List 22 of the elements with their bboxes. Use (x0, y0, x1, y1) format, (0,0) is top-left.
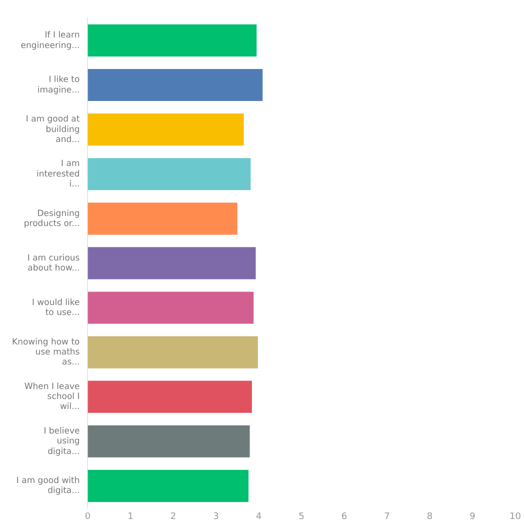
x-tick-label: 3 (213, 512, 219, 522)
y-tick-label: I am good with digita... (16, 476, 80, 496)
x-tick-label: 9 (470, 512, 476, 522)
y-tick-label: Designing products or... (24, 208, 80, 229)
x-tick-label: 7 (384, 512, 390, 522)
y-tick-label: I believe using digita... (44, 426, 80, 457)
x-tick-label: 4 (256, 512, 262, 522)
y-tick-label: When I leave school I wil... (24, 382, 80, 412)
x-tick-label: 6 (341, 512, 348, 522)
x-tick-label: 0 (84, 512, 91, 522)
y-tick-label: I would like to use... (32, 298, 80, 318)
y-tick-label: I am curious about how... (27, 253, 80, 274)
y-tick-label: I like to imagine... (37, 75, 80, 96)
y-tick-label: If I learn engineering... (20, 30, 80, 51)
x-tick-label: 10 (510, 512, 522, 522)
y-tick-label: Knowing how to use maths as... (12, 337, 80, 368)
x-tick-label: 5 (298, 512, 304, 522)
y-tick-label: I am good at building and... (26, 114, 80, 145)
y-tick-label: I am interested i... (36, 159, 80, 190)
x-tick-label: 2 (170, 512, 176, 522)
x-tick-label: 1 (128, 512, 134, 522)
x-tick-label: 8 (426, 512, 433, 522)
